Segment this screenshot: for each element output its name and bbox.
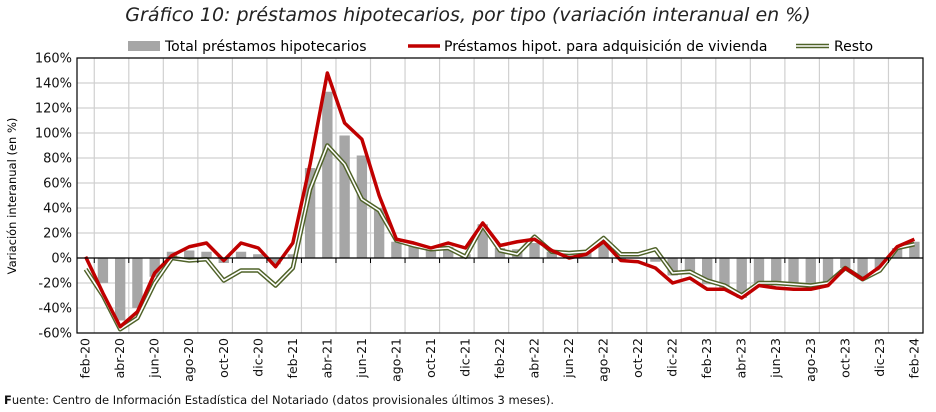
- x-tick-label: jun-23: [768, 338, 783, 379]
- x-tick-label: dic-21: [457, 338, 472, 377]
- bar-total: [650, 258, 661, 262]
- bar-total: [356, 155, 368, 258]
- grid: [77, 57, 923, 334]
- x-tick-label: oct-22: [630, 338, 645, 378]
- legend-label-vivienda: Préstamos hipot. para adquisición de viv…: [444, 39, 767, 55]
- x-tick-label: ago-21: [388, 338, 403, 382]
- x-tick-label: dic-23: [872, 338, 887, 377]
- bar-total: [339, 135, 350, 258]
- y-tick-label: 60%: [43, 177, 72, 192]
- bar-total: [702, 258, 713, 285]
- x-tick-label: jun-21: [354, 338, 369, 379]
- y-tick-label: 100%: [35, 127, 72, 142]
- footer-text: uente: Centro de Información Estadística…: [11, 393, 555, 407]
- line-resto-outer: [83, 143, 915, 332]
- legend-label-total: Total préstamos hipotecarios: [164, 39, 367, 55]
- x-tick-label: dic-22: [665, 338, 680, 377]
- bar-total: [598, 241, 609, 258]
- legend-label-resto: Resto: [834, 39, 873, 55]
- bar-total: [667, 258, 678, 276]
- x-tick-label: oct-20: [216, 338, 231, 378]
- y-tick-label: 0%: [51, 252, 72, 267]
- bar-total: [805, 258, 816, 288]
- bar-total: [546, 251, 557, 258]
- bar-total: [736, 258, 747, 298]
- bar-total: [840, 258, 851, 268]
- bar-total: [184, 250, 195, 258]
- bar-total: [270, 258, 281, 265]
- x-tick-label: ago-22: [596, 338, 611, 382]
- bar-total: [287, 254, 298, 258]
- y-tick-label: -60%: [38, 327, 72, 342]
- bar-total: [684, 258, 696, 275]
- y-tick-label: 120%: [35, 102, 72, 117]
- y-tick-label: -40%: [38, 302, 72, 317]
- bar-total: [771, 258, 782, 286]
- y-tick-label: 140%: [35, 77, 72, 92]
- x-tick-label: feb-21: [285, 338, 300, 378]
- chart-title: Gráfico 10: préstamos hipotecarios, por …: [125, 4, 811, 26]
- bar-total: [391, 241, 402, 258]
- x-tick-label: jun-20: [147, 338, 162, 379]
- bar-total: [788, 258, 799, 286]
- y-tick-label: -20%: [38, 277, 72, 292]
- bar-total: [322, 91, 333, 258]
- bar-total: [132, 258, 143, 308]
- bar-total: [408, 245, 419, 258]
- bar-total: [149, 258, 160, 277]
- bar-total: [114, 258, 126, 321]
- lines: [83, 71, 916, 332]
- x-tick-label: jun-22: [561, 338, 576, 379]
- bar-total: [443, 246, 454, 258]
- x-tick-label: abr-22: [527, 338, 542, 378]
- bar-total: [97, 258, 109, 283]
- bar-total: [909, 241, 920, 258]
- x-tick-label: abr-21: [319, 338, 334, 378]
- bar-total: [425, 249, 437, 258]
- x-tick-label: oct-23: [837, 338, 852, 378]
- legend: Total préstamos hipotecarios Préstamos h…: [128, 39, 873, 55]
- x-tick-label: abr-23: [734, 338, 749, 378]
- axes: -60% -40% -20% 0% 20% 40% 60% 80% 100% 120% 140% 16…: [35, 52, 924, 382]
- y-tick-label: 40%: [43, 202, 72, 217]
- y-tick-label: 80%: [43, 152, 72, 167]
- bar-total: [822, 258, 834, 283]
- bar-total: [304, 168, 316, 258]
- y-tick-label: 20%: [43, 227, 72, 242]
- x-tick-label: oct-21: [423, 338, 438, 378]
- x-tick-label: ago-20: [181, 338, 196, 382]
- line-vivienda: [84, 71, 916, 329]
- y-axis-label: Variación interanual (en %): [5, 118, 19, 275]
- bar-total: [201, 251, 212, 258]
- bar-total: [719, 258, 730, 288]
- y-tick-label: 160%: [35, 52, 72, 67]
- bar-total: [494, 248, 506, 258]
- x-tick-label: dic-20: [250, 338, 265, 377]
- x-tick-label: feb-23: [699, 338, 714, 378]
- bar-total: [753, 258, 765, 283]
- bar-total: [477, 224, 488, 258]
- x-tick-label: feb-24: [906, 338, 921, 378]
- bar-total: [891, 248, 903, 258]
- bar-total: [874, 258, 886, 268]
- plot-frame: [76, 57, 924, 334]
- x-tick-label: feb-20: [78, 338, 93, 378]
- line-resto: [84, 144, 915, 331]
- legend-swatch-total: [128, 41, 160, 51]
- x-tick-label: abr-20: [112, 338, 127, 378]
- bar-total: [857, 258, 868, 280]
- x-tick-label: feb-22: [492, 338, 507, 378]
- bar-total: [529, 243, 540, 258]
- footer-source: Fuente: Centro de Información Estadístic…: [4, 393, 554, 407]
- bar-total: [253, 254, 264, 258]
- bar-total: [373, 208, 385, 258]
- bar-total: [235, 251, 247, 258]
- bars: [80, 91, 920, 321]
- footer-bold-prefix: F: [4, 393, 12, 407]
- x-tick-label: ago-23: [803, 338, 818, 382]
